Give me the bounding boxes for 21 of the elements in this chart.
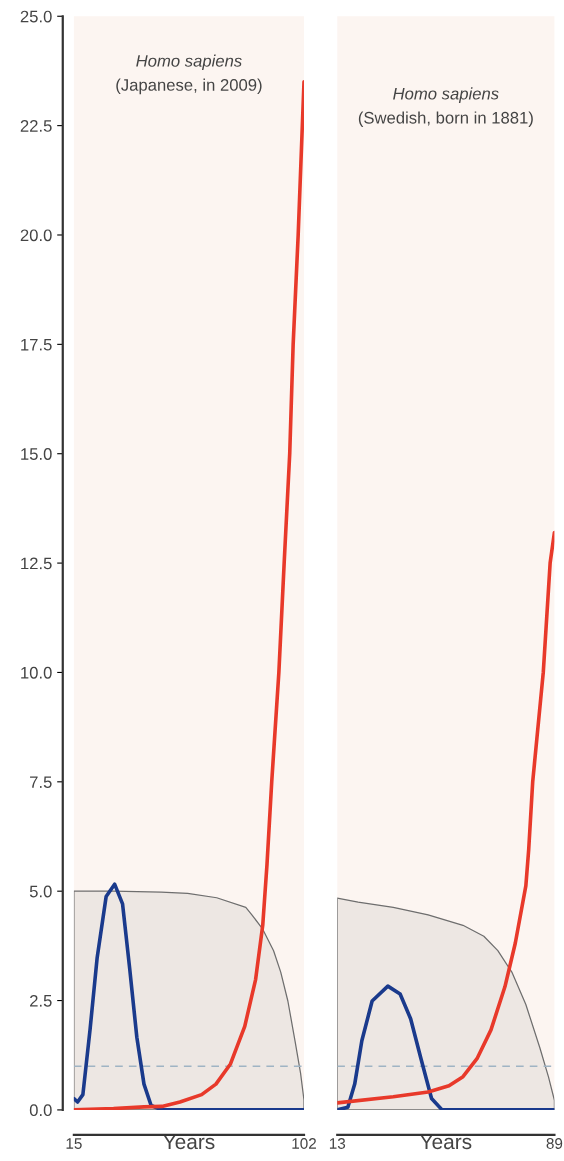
x-tick-label: 15 (66, 1138, 82, 1149)
y-tick-label: 25.0 (20, 10, 52, 23)
text: (Swedish, born in 1881) (358, 111, 533, 127)
x-axis-title: Years (163, 1134, 215, 1150)
x-tick-label: 89 (546, 1138, 563, 1149)
y-tick-label: 5.0 (29, 885, 52, 898)
y-tick-label: 15.0 (21, 448, 52, 460)
text: Homo sapiens (393, 87, 499, 103)
y-tick-label: 0.0 (29, 1104, 52, 1117)
y-tick-label: 7.5 (30, 776, 52, 789)
y-tick-label: 10.0 (21, 666, 52, 679)
y-tick-label: 12.5 (21, 557, 52, 570)
x-axis-title: Years (420, 1134, 472, 1150)
y-tick-label: 17.5 (21, 338, 52, 351)
x-tick-label: 13 (329, 1138, 346, 1149)
y-tick-label: 20.0 (20, 229, 52, 242)
y-tick-label: 2.5 (30, 994, 52, 1007)
y-tick-label: 22.5 (20, 120, 52, 132)
text: (Japanese, in 2009) (116, 78, 262, 95)
text: Homo sapiens (136, 54, 242, 71)
x-tick-label: 102 (292, 1138, 316, 1149)
